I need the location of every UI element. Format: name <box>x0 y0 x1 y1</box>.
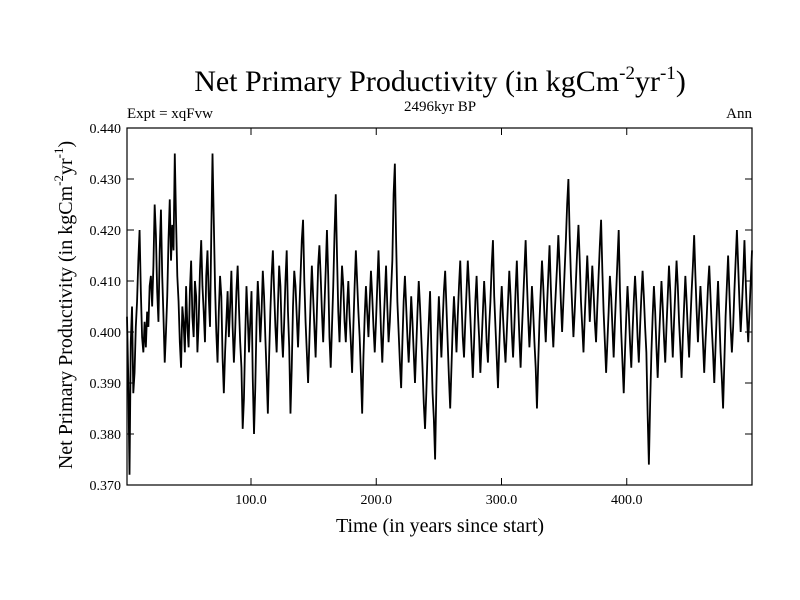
y-tick-label: 0.430 <box>90 173 122 188</box>
y-tick-label: 0.370 <box>90 479 122 494</box>
x-tick-label: 300.0 <box>486 493 518 508</box>
y-axis-label: Net Primary Productivity (in kgCm-2yr-1) <box>51 141 77 469</box>
x-axis-label: Time (in years since start) <box>336 515 544 537</box>
y-tick-label: 0.380 <box>90 428 122 443</box>
x-tick-label: 400.0 <box>611 493 643 508</box>
y-tick-label: 0.400 <box>90 326 122 341</box>
y-tick-label: 0.440 <box>90 122 122 137</box>
y-tick-label: 0.390 <box>90 377 122 392</box>
subtitle-experiment: Expt = xqFvw <box>127 106 213 122</box>
npp-series-line <box>127 154 752 475</box>
subtitle-season: Ann <box>726 106 752 122</box>
x-tick-label: 100.0 <box>235 493 267 508</box>
x-tick-label: 200.0 <box>360 493 392 508</box>
npp-line-chart: Net Primary Productivity (in kgCm-2yr-1)… <box>0 0 800 600</box>
chart-title: Net Primary Productivity (in kgCm-2yr-1) <box>194 63 686 98</box>
y-tick-label: 0.420 <box>90 224 122 239</box>
subtitle-period: 2496kyr BP <box>404 99 476 115</box>
y-tick-label: 0.410 <box>90 275 122 290</box>
